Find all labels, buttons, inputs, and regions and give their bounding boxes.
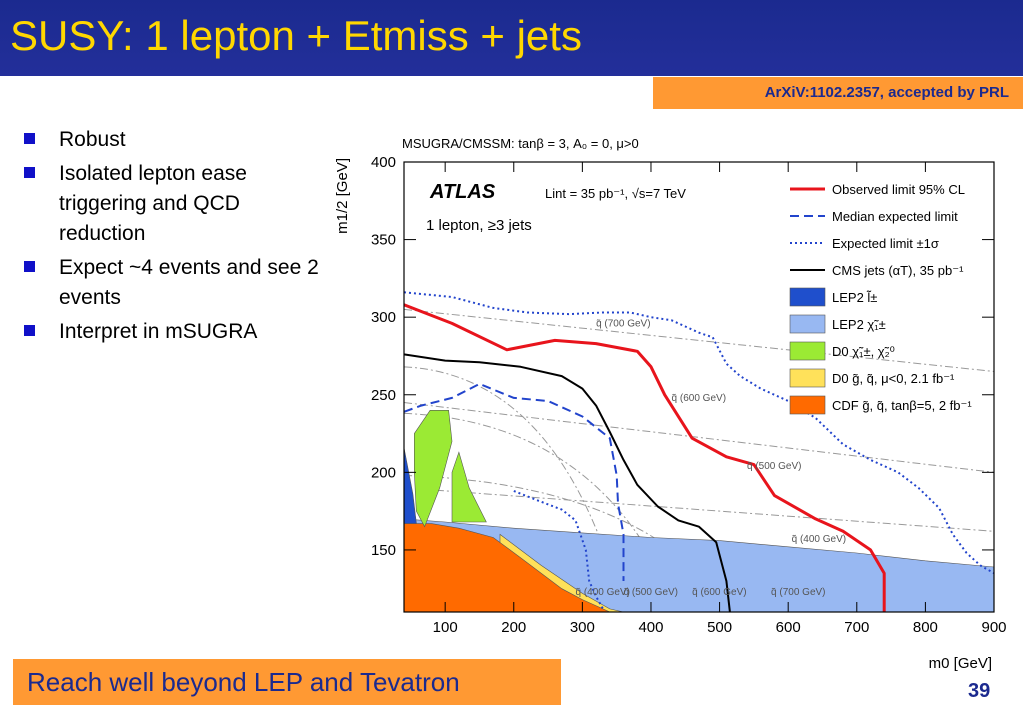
x-tick-label: 200 — [501, 619, 526, 636]
bullet-square-icon — [24, 167, 35, 178]
x-tick-label: 400 — [638, 619, 663, 636]
contour-label: q̃ (500 GeV) — [623, 587, 678, 598]
legend-label: CMS jets (αT), 35 pb⁻¹ — [832, 263, 964, 278]
selection-label: 1 lepton, ≥3 jets — [426, 217, 532, 234]
bullet-item: Expect ~4 events and see 2 events — [22, 253, 322, 313]
x-tick-label: 100 — [433, 619, 458, 636]
contour-label: q̃ (700 GeV) — [771, 587, 826, 598]
y-tick-label: 400 — [371, 154, 396, 171]
slide-title: SUSY: 1 lepton + Etmiss + jets — [10, 12, 582, 59]
y-axis-label: m1/2 [GeV] — [334, 158, 351, 234]
limit-curve — [513, 490, 604, 610]
bullet-item: Robust — [22, 125, 322, 155]
x-axis-label: m0 [GeV] — [929, 655, 992, 672]
x-tick-label: 700 — [844, 619, 869, 636]
y-tick-label: 250 — [371, 387, 396, 404]
limit-curve — [404, 382, 625, 581]
contour-label: q̃ (700 GeV) — [596, 318, 651, 329]
legend-label: Observed limit 95% CL — [832, 182, 965, 197]
exclusion-region — [451, 451, 487, 523]
contour-label: q̃ (500 GeV) — [747, 461, 802, 472]
x-tick-label: 500 — [707, 619, 732, 636]
limit-curve — [404, 303, 886, 612]
contour-label: q̃ (600 GeV) — [692, 587, 747, 598]
plot-frame — [403, 161, 995, 613]
page-number: 39 — [968, 680, 991, 702]
legend-label: LEP2 l̃± — [832, 290, 877, 305]
legend-label: LEP2 χ̃₁± — [832, 317, 886, 332]
bullet-square-icon — [24, 133, 35, 144]
x-tick-label: 800 — [913, 619, 938, 636]
y-tick-label: 200 — [371, 464, 396, 481]
legend-swatch — [789, 395, 826, 415]
atlas-label: ATLAS — [429, 181, 496, 203]
x-tick-label: 900 — [981, 619, 1006, 636]
contour-label: q̃ (600 GeV) — [671, 393, 726, 404]
exclusion-chart: MSUGRA/CMSSM: tanβ = 3, A₀ = 0, μ>0 q̃ (… — [334, 136, 1007, 672]
contour-label: q̃ (400 GeV) — [791, 534, 846, 545]
legend-label: Expected limit ±1σ — [832, 236, 939, 251]
legend-swatch — [789, 341, 826, 361]
bullet-square-icon — [24, 325, 35, 336]
title-bar — [0, 0, 1023, 76]
y-tick-label: 150 — [371, 542, 396, 559]
legend-swatch — [789, 368, 826, 388]
bullet-item: Isolated lepton ease triggering and QCD … — [22, 159, 322, 249]
gluino-contour-line — [404, 487, 994, 532]
reference-banner: ArXiV:1102.2357, accepted by PRL — [653, 77, 1023, 109]
legend-label: Median expected limit — [832, 209, 958, 224]
gluino-contour-line — [404, 308, 994, 372]
plot-layer: q̃ (700 GeV)q̃ (600 GeV)q̃ (500 GeV)q̃ (… — [404, 291, 994, 612]
exclusion-region — [414, 409, 453, 528]
legend-label: D0 g̃, q̃, μ<0, 2.1 fb⁻¹ — [832, 371, 955, 386]
plot-area: q̃ (700 GeV)q̃ (600 GeV)q̃ (500 GeV)q̃ (… — [371, 154, 1007, 636]
bullet-item: Interpret in mSUGRA — [22, 317, 322, 347]
footer-callout: Reach well beyond LEP and Tevatron — [13, 659, 561, 705]
exclusion-region — [404, 523, 610, 612]
bullet-text: Expect ~4 events and see 2 events — [59, 256, 319, 309]
x-tick-label: 300 — [570, 619, 595, 636]
gluino-contour-line — [404, 402, 994, 473]
legend-label: CDF g̃, q̃, tanβ=5, 2 fb⁻¹ — [832, 398, 972, 413]
legend-label: D0 χ̃₁±, χ̃₂⁰ — [832, 344, 895, 359]
bullet-list: Robust Isolated lepton ease triggering a… — [22, 125, 322, 351]
legend-swatch — [789, 287, 826, 307]
legend-swatch — [789, 314, 826, 334]
bullet-text: Interpret in mSUGRA — [59, 320, 258, 343]
chart-title: MSUGRA/CMSSM: tanβ = 3, A₀ = 0, μ>0 — [402, 136, 639, 151]
contour-label: q̃ (400 GeV) — [575, 587, 630, 598]
limit-curve — [404, 353, 731, 612]
bullet-text: Robust — [59, 128, 126, 151]
y-tick-label: 350 — [371, 232, 396, 249]
bullet-text: Isolated lepton ease triggering and QCD … — [59, 162, 247, 245]
bullet-square-icon — [24, 261, 35, 272]
luminosity-label: Lint = 35 pb⁻¹, √s=7 TeV — [545, 186, 686, 201]
legend: Observed limit 95% CL Median expected lim… — [789, 182, 972, 415]
x-tick-label: 600 — [776, 619, 801, 636]
y-tick-label: 300 — [371, 309, 396, 326]
